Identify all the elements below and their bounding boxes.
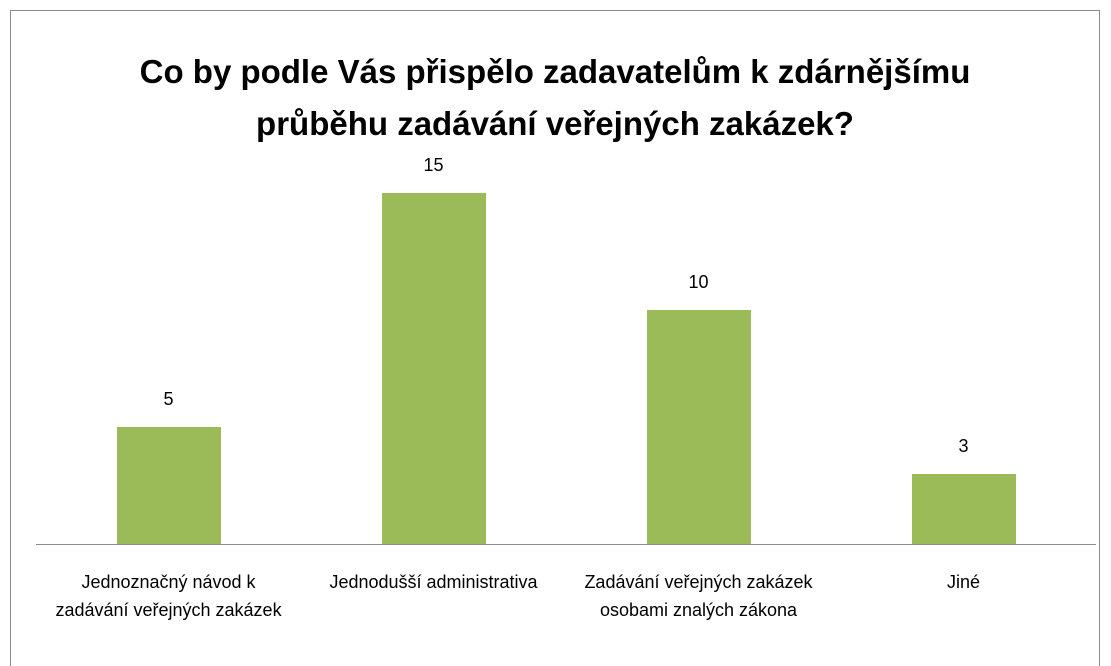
x-tick-label: Zadávání veřejných zakázek osobami znalý…: [584, 572, 813, 620]
chart-title: Co by podle Vás přispělo zadavatelům k z…: [139, 53, 971, 142]
bar: [911, 473, 1016, 544]
data-label: 10: [688, 272, 709, 292]
x-tick-label: Jednoznačný návod k zadávání veřejných z…: [55, 572, 282, 620]
data-label: 5: [163, 389, 174, 409]
x-axis-line: [36, 544, 1096, 545]
chart-border: [10, 10, 1100, 666]
data-label: 3: [958, 435, 969, 456]
x-tick-label: Jiné: [946, 572, 981, 592]
bar: [116, 427, 221, 544]
bar: [381, 193, 486, 544]
bar: [646, 310, 751, 544]
data-label: 15: [423, 155, 444, 175]
x-tick-label: Jednodušší administrativa: [329, 572, 538, 592]
